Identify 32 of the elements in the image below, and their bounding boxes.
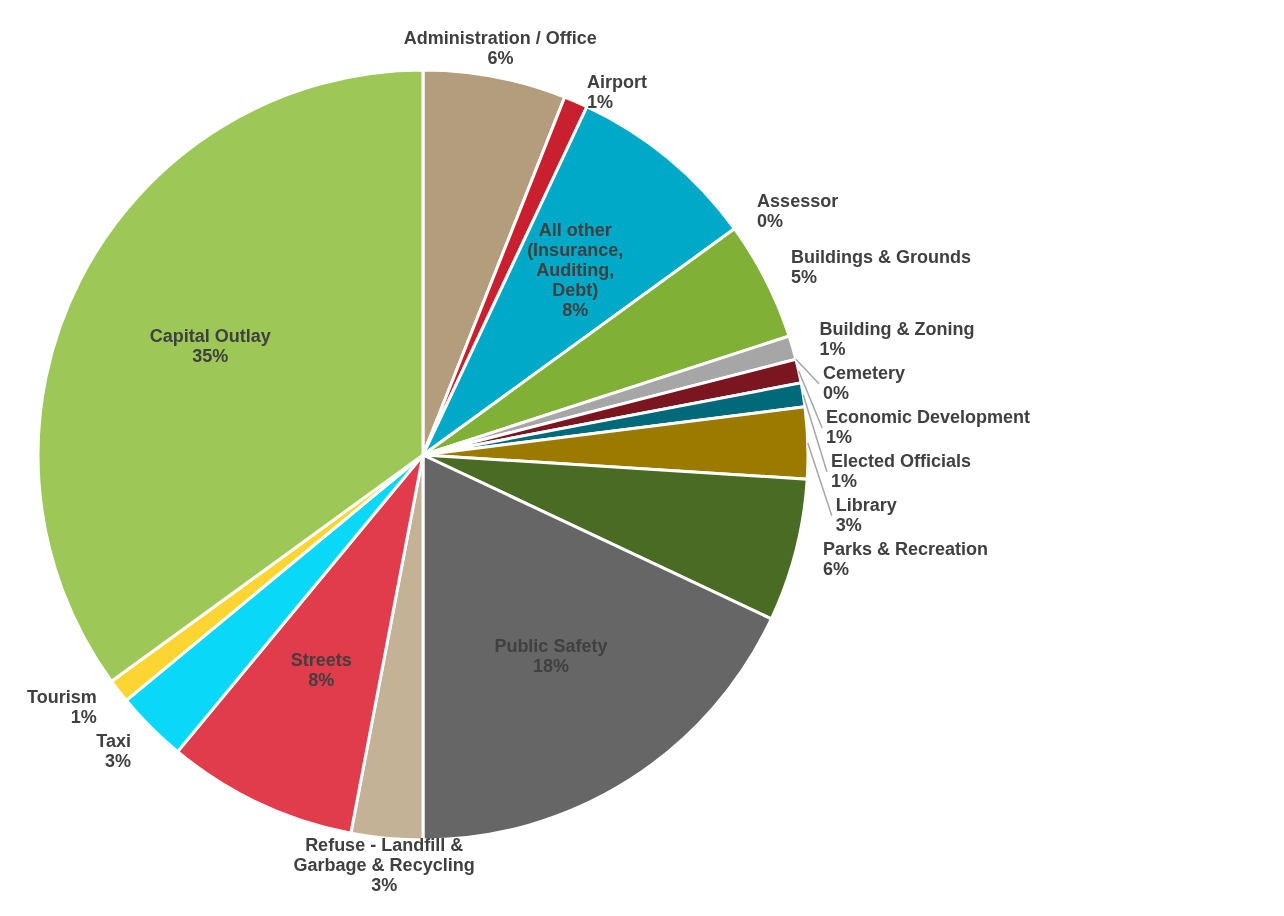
slice-label: Refuse - Landfill & Garbage & Recycling xyxy=(293,835,475,876)
data-label: 1% xyxy=(826,426,853,447)
slice-label: Library xyxy=(835,494,897,515)
data-label: 8% xyxy=(562,300,589,321)
slice-label: Airport xyxy=(587,72,648,93)
data-label: 6% xyxy=(487,48,514,69)
data-label: 8% xyxy=(308,669,335,690)
slice-label: Economic Development xyxy=(826,406,1031,427)
slice-label: Building & Zoning xyxy=(819,318,975,339)
data-label: 5% xyxy=(790,266,817,287)
legend-label: Cemetery xyxy=(823,362,906,383)
slice-label: Capital Outlay xyxy=(149,325,271,346)
category-label: Assessor xyxy=(757,191,839,212)
data-label: 6% xyxy=(823,558,850,579)
data-label: 1% xyxy=(830,470,857,491)
data-label: 35% xyxy=(192,345,229,366)
text: 0% xyxy=(757,211,784,232)
text: 0% xyxy=(823,382,850,403)
data-label: 1% xyxy=(587,92,614,113)
data-label: 1% xyxy=(819,338,846,359)
slice-label: Tourism xyxy=(26,687,97,708)
data-label: 3% xyxy=(835,514,862,535)
data-label: 3% xyxy=(104,751,131,772)
slice-label: Elected Officials xyxy=(830,450,971,471)
slice-label: Buildings & Grounds xyxy=(790,246,971,267)
slice-label: Taxi xyxy=(96,731,131,752)
slice-label: Streets xyxy=(290,649,352,670)
slice-label: Parks & Recreation xyxy=(823,538,989,559)
data-label: 1% xyxy=(70,707,97,728)
slice-label: Administration / Office xyxy=(403,28,597,49)
data-label: 3% xyxy=(371,875,398,896)
slice-label: All other (Insurance, Auditing, Debt) xyxy=(527,220,624,301)
